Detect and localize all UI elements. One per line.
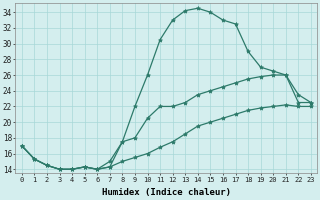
X-axis label: Humidex (Indice chaleur): Humidex (Indice chaleur) bbox=[102, 188, 231, 197]
